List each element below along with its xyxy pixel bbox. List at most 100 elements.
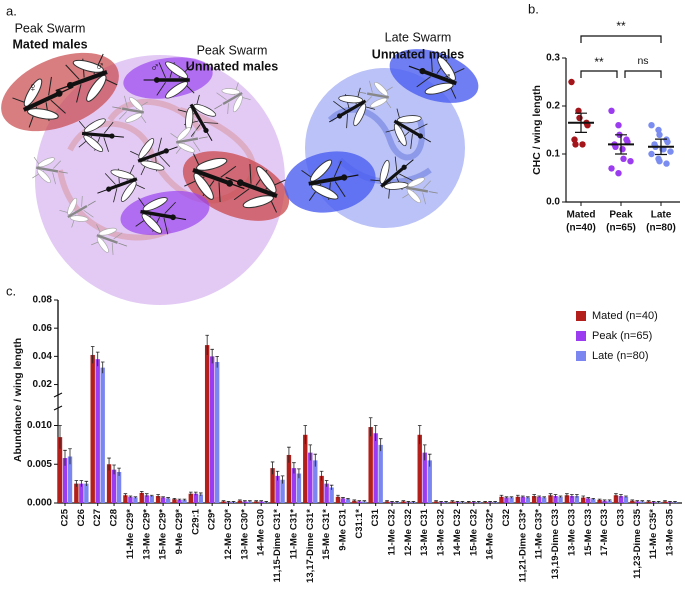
x-tick-label: 13-Me C30* [239,509,250,560]
x-tick-label: 13,19-Dime C33 [550,509,561,579]
x-tick-label: C27 [92,509,103,526]
bar [319,475,324,503]
data-point [619,146,626,153]
bar [133,497,138,503]
y-tick-label: 0.000 [27,498,52,509]
error-bar [516,494,520,499]
x-tick-label: C31 [370,508,381,526]
error-bar [395,501,399,503]
bar [144,495,149,503]
error-bar [417,425,422,445]
error-bar [655,138,667,156]
bar [214,362,220,503]
error-bar [439,501,443,503]
x-tick-label: 11-Me C29* [125,509,136,559]
data-point [576,114,583,122]
error-bar [341,497,345,500]
x-tick-label: Late [651,210,672,221]
bar [368,427,373,503]
bar [280,479,285,503]
bar [623,496,629,503]
axis-break [53,392,63,411]
error-bar [74,480,79,487]
bar [574,496,580,503]
data-point [571,136,578,143]
error-bar [221,500,226,503]
bar [177,499,182,503]
bar [106,464,112,503]
bar [515,496,521,503]
error-bar [128,495,133,498]
data-point [656,131,663,138]
bar [100,367,105,503]
bar [84,483,89,503]
scene-subtitle: Mated males [12,37,87,51]
error-bar [177,498,182,501]
error-bar [199,492,203,497]
bar [422,452,427,503]
data-point [608,107,615,115]
bar [597,499,602,503]
error-bar [112,464,116,475]
error-bar [460,501,465,503]
error-bar [444,501,448,503]
error-bar [591,497,596,500]
error-bar [270,461,275,475]
bar [520,496,526,503]
error-bar [149,494,154,497]
error-bar [422,444,427,461]
data-point [572,141,579,148]
x-tick-label: 15-Me C32 [468,509,479,556]
error-bar [537,495,541,498]
bar [352,500,357,503]
error-bar [488,501,492,503]
x-tick-label: 13,17-Dime C31* [305,509,316,583]
y-tick-label: 0.0 [546,197,560,208]
error-bar [411,501,416,503]
error-bar [646,500,651,503]
error-bar [663,500,667,503]
sex-symbol: ♂ [150,59,160,74]
error-bar [231,501,236,503]
bar [198,494,204,503]
error-bar [117,467,121,476]
data-point [648,122,655,129]
y-tick-label: 0.08 [33,295,53,306]
bar [618,496,624,503]
bar [90,354,95,503]
error-bar [313,453,318,467]
error-bar [673,501,677,503]
significance-bracket [580,35,662,43]
bar [165,498,171,503]
bar [111,469,117,503]
error-bar [205,334,209,355]
error-bar [95,351,100,367]
significance-label: ns [637,55,648,67]
bar [541,497,547,503]
data-point [655,126,662,134]
error-bar [329,484,334,490]
legend-label: Mated (n=40) [592,310,658,322]
error-bar [324,480,329,487]
error-bar [362,500,367,503]
y-tick-label: 0.010 [27,420,52,431]
x-tick-label: 14-Me C32 [452,509,463,556]
bar [291,468,297,503]
panel-label: a. [6,3,17,18]
error-bar [548,493,553,497]
bar [57,437,63,503]
y-tick-label: 0.2 [546,101,560,112]
data-point [615,122,622,129]
error-bar [450,500,455,503]
error-bar [607,499,612,502]
bar [67,456,73,503]
data-point [664,138,671,146]
error-bar [107,457,111,471]
error-bar [336,494,340,499]
x-tick-label: 13-Me C35 [665,508,676,556]
bar [591,499,596,503]
error-bar [68,448,72,465]
bar [123,495,128,503]
panel-label: c. [6,283,16,298]
sex-symbol: ♂ [95,58,105,73]
